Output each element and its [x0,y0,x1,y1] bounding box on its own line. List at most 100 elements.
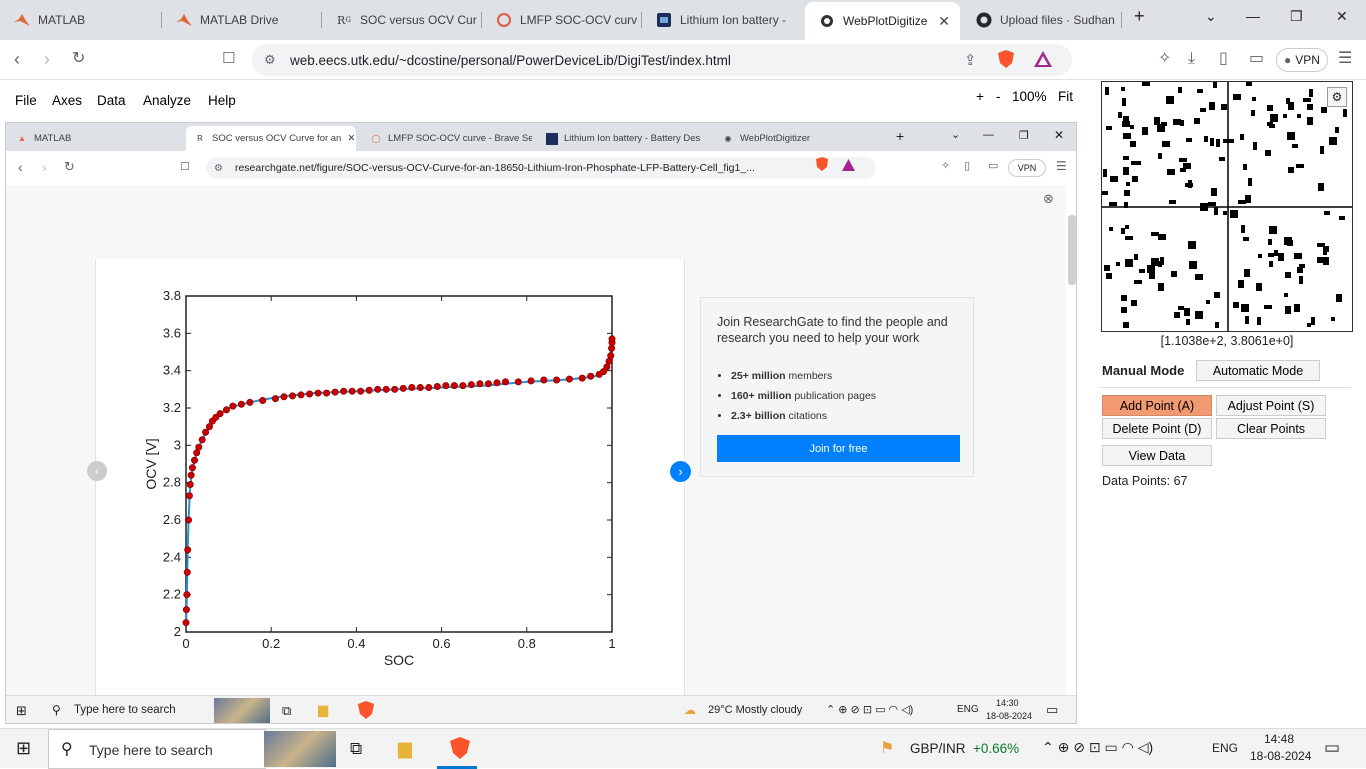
tab-label: MATLAB [38,13,86,27]
zoom-settings-icon[interactable]: ⚙ [1327,87,1347,107]
data-points-count: Data Points: 67 [1102,474,1188,488]
zoom-pixel [1106,126,1112,130]
zoom-pixel [1221,104,1227,110]
tab-label: Lithium Ion battery - [680,13,787,27]
tab-lithium-ion[interactable]: Lithium Ion battery - [642,4,802,36]
bookmark-icon[interactable]: ☐ [222,50,236,67]
digitized-point [442,382,450,390]
site-settings-icon[interactable]: ⚙ [264,52,276,67]
taskbar-date[interactable]: 18-08-2024 [1250,749,1312,763]
vpn-button[interactable]: ● VPN [1276,48,1328,72]
digitized-point [191,456,199,464]
digitized-point [476,380,484,388]
zoom-pixel [1284,293,1288,297]
digitized-point [323,389,331,397]
view-data-button[interactable]: View Data [1102,445,1212,466]
zoom-pixel [1106,273,1112,279]
menu-help[interactable]: Help [208,93,236,108]
menu-analyze[interactable]: Analyze [143,93,192,108]
zoom-pixel [1125,225,1129,229]
menu-file[interactable]: File [15,93,37,108]
digitizer-image-canvas[interactable]: ▲ MATLAB R SOC versus OCV Curve for an ✕ ◯ L… [5,122,1077,724]
delete-point-button[interactable]: Delete Point (D) [1102,418,1212,439]
tab-matlab[interactable]: MATLAB [0,4,162,36]
digitized-point [514,378,522,386]
zoom-pixel [1123,133,1131,139]
new-tab-icon[interactable]: + [1134,6,1145,26]
zoom-pixel [1317,243,1325,247]
share-icon[interactable]: ⇪ [964,52,977,69]
zoom-pixel [1256,283,1262,291]
brave-icon[interactable] [450,737,470,762]
tab-webplotdigitizer[interactable]: WebPlotDigitize ✕ [805,2,960,40]
x-tick-label: 0.4 [347,636,365,651]
tray-icons: ⌃ ⊕ ⊘ ⊡ ▭ ◠ ◁) [826,704,914,716]
brave-rewards-icon[interactable] [1034,51,1052,70]
brave-shield-icon[interactable] [998,50,1014,71]
zoom-pixel [1311,317,1315,325]
forward-icon[interactable]: › [44,49,50,69]
taskbar-time[interactable]: 14:48 [1264,732,1295,746]
taskbar-search-box[interactable]: ⚲ Type here to search [48,729,266,769]
zoom-pixel [1158,153,1162,159]
digitized-point [608,335,616,343]
tab-github[interactable]: Upload files · Sudhan [962,4,1122,36]
researchgate-signup-box: Join ResearchGate to find the people and… [700,297,974,477]
zoom-pixel [1121,87,1125,91]
chevron-down-icon[interactable]: ⌄ [1205,8,1217,24]
file-explorer-icon[interactable]: ▆ [398,738,412,758]
automatic-mode-button[interactable]: Automatic Mode [1196,360,1320,381]
zoom-in-button[interactable]: + [976,89,984,104]
zoom-pixel [1323,249,1327,255]
zoom-pixel [1294,253,1302,259]
back-icon[interactable]: ‹ [14,49,20,69]
restore-icon[interactable]: ❐ [1290,8,1303,24]
tray-icons[interactable]: ⌃ ⊕ ⊘ ⊡ ▭ ◠ ◁) [1042,739,1154,755]
address-bar[interactable]: ⚙ web.eecs.utk.edu/~dcostine/personal/Po… [252,44,1072,76]
extensions-icon[interactable]: ✧ [1158,50,1172,67]
zoom-out-button[interactable]: - [996,89,1001,104]
zoom-pixel [1109,227,1113,231]
zoom-pixel [1335,127,1339,133]
zoom-pixel [1274,250,1278,256]
menu-icon[interactable]: ☰ [1338,50,1353,67]
minimize-icon: — [983,129,994,141]
close-tab-icon[interactable]: ✕ [938,12,950,29]
task-view-icon[interactable]: ⧉ [350,739,363,758]
wpd-menu-bar: File Axes Data Analyze Help + - 100% Fit [0,87,1090,113]
windows-start-icon[interactable]: ⊞ [16,738,32,758]
wallet-icon[interactable]: ▭ [1249,50,1265,67]
vpn-icon: ● [1284,53,1292,67]
menu-axes[interactable]: Axes [52,93,83,108]
menu-data[interactable]: Data [97,93,126,108]
close-window-icon[interactable]: ✕ [1336,8,1348,24]
zoom-pixel [1320,146,1324,154]
manual-mode-label: Manual Mode [1102,363,1185,378]
taskbar-lang[interactable]: ENG [1212,741,1239,755]
zoom-pixel [1251,110,1255,116]
tab-lmfp[interactable]: LMFP SOC-OCV curv [482,4,642,36]
minimize-icon[interactable]: — [1246,8,1260,24]
zoom-pixel [1318,183,1324,191]
search-highlight-image [264,731,336,767]
zoom-fit-button[interactable]: Fit [1058,89,1073,104]
zoom-pixel [1307,323,1311,327]
zoom-pixel [1105,87,1109,95]
download-icon[interactable]: ⤓ [1188,50,1196,67]
matlab-icon [14,12,30,28]
zoom-pixel [1173,119,1181,125]
sidebar-icon[interactable]: ▯ [1219,50,1228,67]
clear-points-button[interactable]: Clear Points [1216,418,1326,439]
zoom-pixel [1184,308,1190,316]
add-point-button[interactable]: Add Point (A) [1102,395,1212,416]
digitized-point [185,492,193,500]
zoom-pixel [1252,97,1256,101]
notification-icon[interactable]: ▭ [1324,738,1341,757]
digitized-point [289,392,297,400]
plot-frame [185,295,613,633]
tab-matlab-drive[interactable]: MATLAB Drive [162,4,322,36]
reload-icon[interactable]: ↻ [72,50,86,67]
adjust-point-button[interactable]: Adjust Point (S) [1216,395,1326,416]
